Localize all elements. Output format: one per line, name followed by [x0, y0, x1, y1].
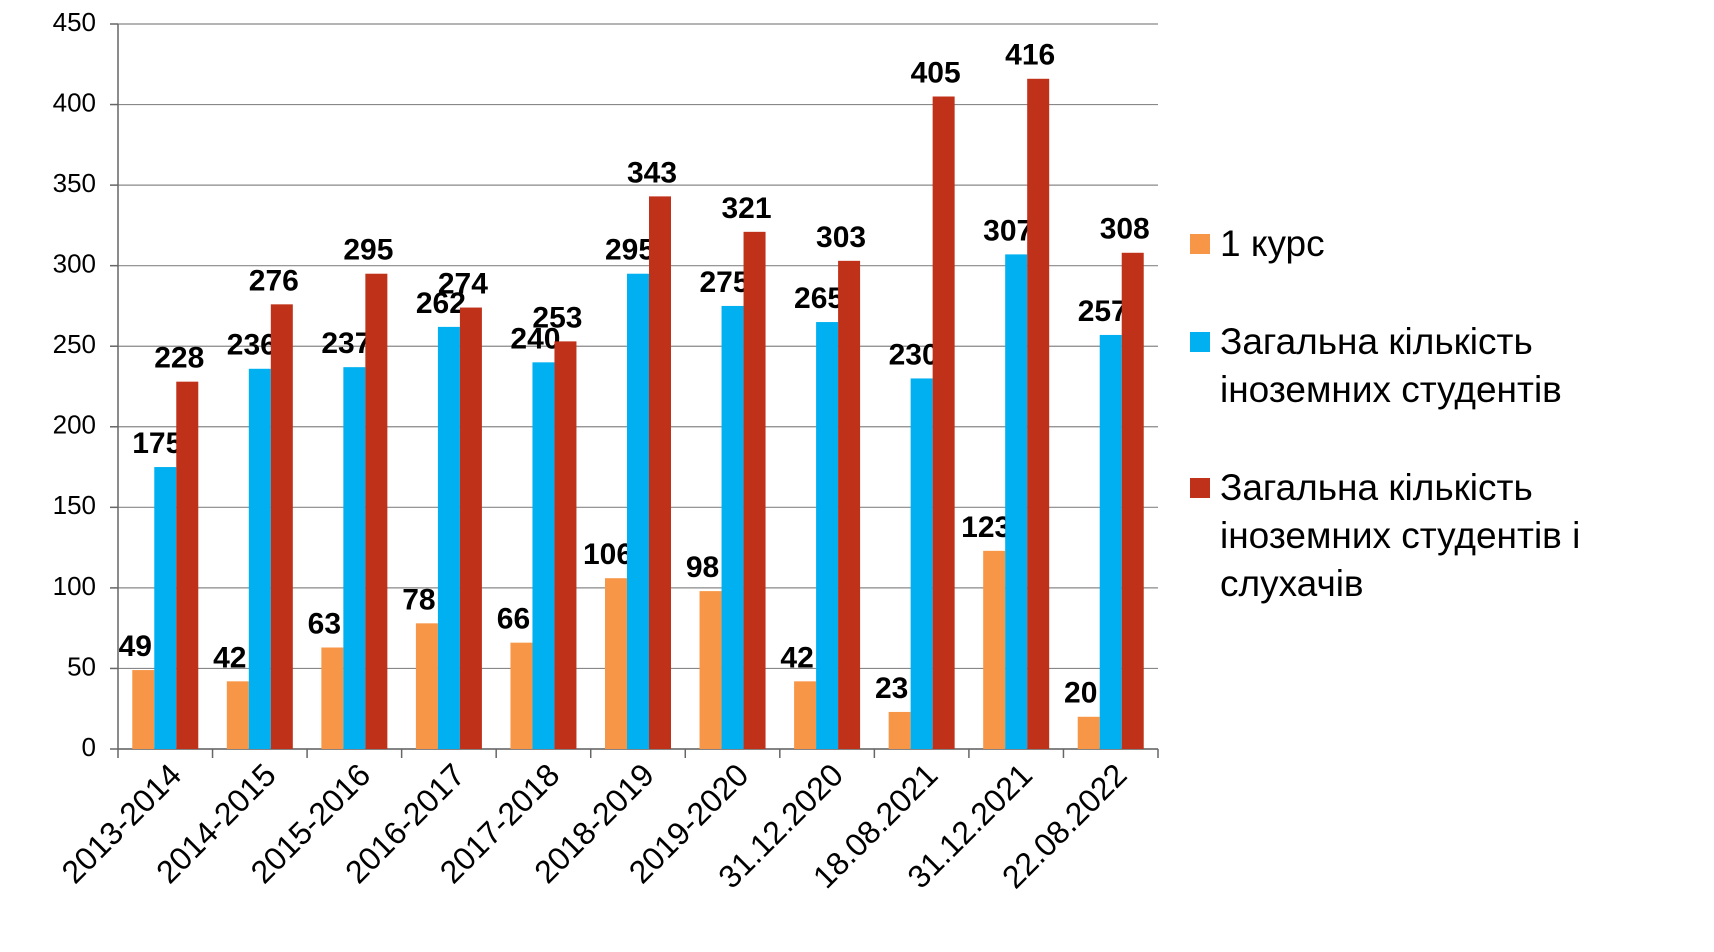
value-label: 343: [627, 156, 677, 189]
bar: [932, 96, 955, 749]
value-label: 106: [583, 538, 633, 571]
value-label: 42: [213, 641, 246, 674]
bar: [1077, 716, 1100, 749]
bar: [176, 381, 199, 749]
bar: [154, 467, 177, 749]
y-tick-label: 0: [82, 732, 96, 762]
value-label: 303: [816, 221, 866, 254]
y-tick-label: 450: [53, 7, 96, 37]
value-label: 321: [722, 192, 772, 225]
legend-swatch: [1190, 478, 1210, 498]
bar: [699, 591, 722, 749]
value-label: 66: [497, 603, 530, 636]
legend-swatch: [1190, 234, 1210, 254]
value-label: 175: [132, 427, 182, 460]
legend-item: Загальна кількість іноземних студентів: [1190, 318, 1705, 414]
bar: [532, 362, 555, 749]
legend-label: 1 курс: [1220, 223, 1325, 264]
bar: [794, 681, 817, 749]
value-label: 42: [780, 641, 813, 674]
value-label: 123: [961, 511, 1011, 544]
bar: [983, 550, 1006, 749]
bar: [226, 681, 249, 749]
value-label: 78: [402, 583, 435, 616]
value-label: 257: [1078, 295, 1128, 328]
value-label: 276: [249, 264, 299, 297]
legend-label: Загальна кількість іноземних студентів і…: [1220, 467, 1581, 604]
bar: [510, 642, 533, 749]
value-label: 98: [686, 551, 719, 584]
y-tick-label: 150: [53, 490, 96, 520]
bar: [605, 578, 627, 749]
bar: [721, 305, 744, 749]
value-label: 275: [700, 266, 750, 299]
bar: [554, 341, 577, 749]
bar: [248, 368, 271, 749]
value-label: 405: [911, 56, 961, 89]
bar: [365, 273, 388, 749]
value-label: 265: [794, 282, 844, 315]
value-label: 23: [875, 672, 908, 705]
bar: [415, 623, 438, 749]
bar: [459, 307, 482, 749]
bar: [1005, 254, 1028, 749]
bar: [1121, 252, 1144, 749]
value-label: 63: [308, 607, 341, 640]
y-tick-label: 300: [53, 249, 96, 279]
bar: [321, 647, 344, 749]
bar: [437, 326, 460, 749]
bar: [343, 367, 366, 749]
bar: [132, 670, 155, 749]
bar: [816, 322, 839, 749]
y-tick-label: 400: [53, 87, 96, 117]
legend-item: 1 курс: [1190, 220, 1705, 268]
legend-item: Загальна кількість іноземних студентів і…: [1190, 464, 1705, 608]
bar: [1099, 334, 1122, 749]
value-label: 230: [889, 338, 939, 371]
bar: [910, 378, 933, 749]
value-label: 240: [510, 322, 560, 355]
value-label: 236: [227, 329, 277, 362]
bar: [270, 304, 293, 749]
bar: [838, 260, 861, 749]
value-label: 295: [343, 234, 393, 267]
value-label: 262: [416, 287, 466, 320]
value-label: 228: [154, 342, 204, 375]
y-tick-label: 100: [53, 571, 96, 601]
value-label: 49: [119, 630, 152, 663]
value-label: 307: [983, 214, 1033, 247]
bar: [743, 231, 766, 750]
bar: [888, 711, 911, 749]
value-label: 253: [532, 301, 582, 334]
value-label: 274: [438, 267, 488, 300]
y-tick-label: 50: [67, 651, 96, 681]
value-label: 237: [321, 327, 371, 360]
legend-label: Загальна кількість іноземних студентів: [1220, 321, 1562, 410]
bar: [1027, 78, 1050, 750]
legend: 1 курс Загальна кількість іноземних студе…: [1190, 220, 1705, 658]
y-tick-label: 200: [53, 410, 96, 440]
value-label: 295: [605, 234, 655, 267]
y-tick-label: 250: [53, 329, 96, 359]
bar: [627, 273, 649, 749]
y-tick-label: 350: [53, 168, 96, 198]
value-label: 416: [1005, 39, 1055, 72]
bar: [649, 196, 671, 749]
value-label: 308: [1100, 213, 1150, 246]
legend-swatch: [1190, 332, 1210, 352]
value-label: 20: [1064, 677, 1097, 710]
